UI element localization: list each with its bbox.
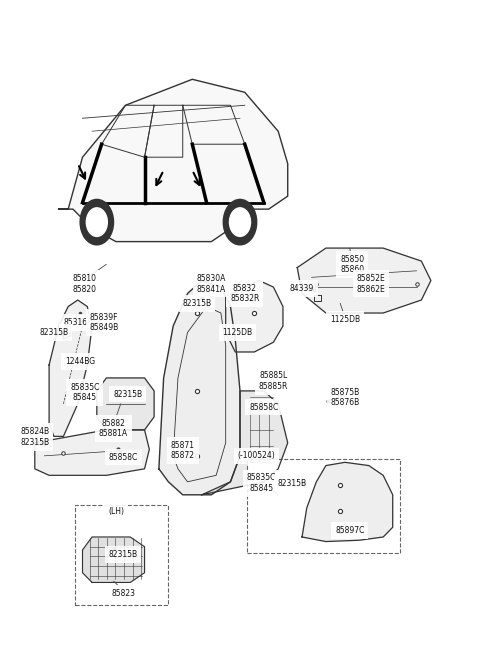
Text: 85316: 85316 [63,318,87,327]
Text: 85839F
85849B: 85839F 85849B [89,313,119,333]
FancyBboxPatch shape [247,459,400,554]
Text: 85897C: 85897C [335,526,364,535]
Text: 82315B: 82315B [39,328,69,337]
Text: 85858C: 85858C [108,452,138,462]
Polygon shape [202,391,288,495]
Polygon shape [297,248,431,313]
FancyBboxPatch shape [75,505,168,605]
Text: 85823: 85823 [111,589,135,598]
Text: 82315B: 82315B [113,390,143,398]
Text: 85824B: 85824B [20,426,49,436]
Text: 85850
85860: 85850 85860 [340,255,364,274]
Text: 85835C
85845: 85835C 85845 [247,473,276,493]
Text: 85885L
85885R: 85885L 85885R [259,372,288,391]
Polygon shape [159,280,240,495]
Text: 1125DB: 1125DB [223,328,252,337]
Text: 82315B: 82315B [20,438,49,447]
Circle shape [223,200,257,245]
Polygon shape [83,537,144,582]
Text: 85830A
85841A: 85830A 85841A [197,274,226,293]
Polygon shape [59,80,288,242]
Polygon shape [97,378,154,430]
Text: (-100524): (-100524) [238,451,276,460]
Text: (LH): (LH) [108,507,124,516]
Text: 85871
85872: 85871 85872 [171,441,195,460]
Text: 82315B: 82315B [108,550,138,559]
Text: 85832
85832R: 85832 85832R [230,284,260,303]
Text: 85875B
85876B: 85875B 85876B [330,388,360,407]
Text: 84339: 84339 [290,284,314,293]
Text: 82315B: 82315B [278,479,307,488]
Text: 85858C: 85858C [249,403,278,411]
Circle shape [86,208,108,237]
Polygon shape [226,280,283,352]
Polygon shape [35,430,149,475]
Polygon shape [302,462,393,542]
Polygon shape [49,300,92,436]
Text: 1244BG: 1244BG [65,357,95,366]
Text: 85882
85881A: 85882 85881A [99,419,128,438]
Circle shape [229,208,251,237]
Circle shape [80,200,114,245]
Text: 82315B: 82315B [182,299,212,308]
Text: 1125DB: 1125DB [330,315,360,324]
Text: 85852E
85862E: 85852E 85862E [357,274,385,293]
Text: 85810
85820: 85810 85820 [73,274,97,293]
Text: 85835C
85845: 85835C 85845 [70,383,99,402]
